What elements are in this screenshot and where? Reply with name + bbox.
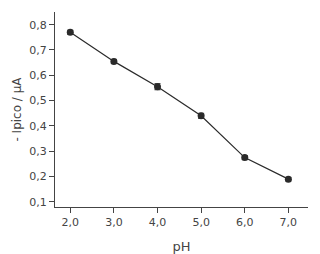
svg-text:0,4: 0,4 (29, 120, 47, 133)
svg-text:- Ipico / µA: - Ipico / µA (10, 77, 24, 142)
svg-text:pH: pH (172, 239, 190, 254)
svg-text:0,1: 0,1 (29, 196, 47, 209)
svg-text:6,0: 6,0 (236, 216, 254, 229)
svg-text:7,0: 7,0 (280, 216, 298, 229)
svg-text:4,0: 4,0 (149, 216, 167, 229)
svg-text:0,2: 0,2 (29, 170, 47, 183)
svg-text:2,0: 2,0 (62, 216, 80, 229)
svg-text:0,6: 0,6 (29, 69, 47, 82)
svg-text:0,5: 0,5 (29, 94, 47, 107)
svg-text:0,3: 0,3 (29, 145, 47, 158)
svg-text:3,0: 3,0 (105, 216, 123, 229)
svg-text:0,7: 0,7 (29, 44, 47, 57)
svg-text:5,0: 5,0 (192, 216, 210, 229)
svg-text:0,8: 0,8 (29, 19, 47, 32)
